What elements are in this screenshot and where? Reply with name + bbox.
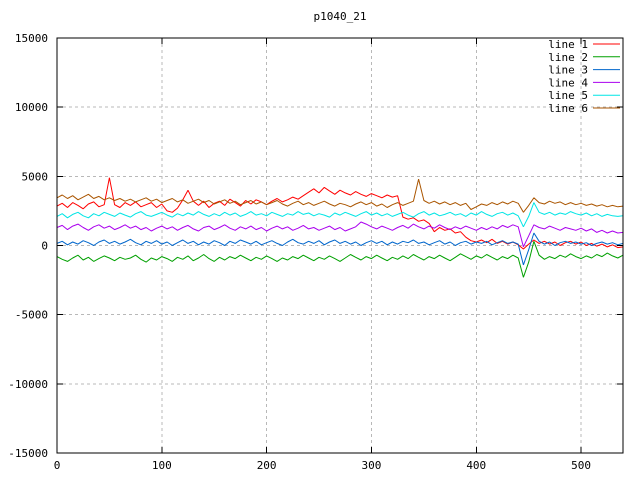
x-tick-label: 400 bbox=[466, 459, 486, 472]
x-tick-label: 500 bbox=[571, 459, 591, 472]
x-tick-label: 0 bbox=[54, 459, 61, 472]
y-tick-label: 10000 bbox=[15, 101, 48, 114]
legend-label: line 2 bbox=[548, 51, 588, 64]
series-line-5 bbox=[56, 202, 624, 228]
legend-label: line 3 bbox=[548, 64, 588, 77]
y-tick-label: 5000 bbox=[22, 170, 49, 183]
series-line-6 bbox=[56, 178, 624, 213]
x-tick-label: 300 bbox=[362, 459, 382, 472]
series-line-4 bbox=[56, 221, 624, 248]
series-line-1 bbox=[56, 177, 624, 250]
y-tick-label: -5000 bbox=[15, 309, 48, 322]
y-tick-label: -10000 bbox=[8, 378, 48, 391]
legend-label: line 4 bbox=[548, 76, 588, 89]
chart-title: p1040_21 bbox=[313, 10, 367, 23]
y-tick-label: 0 bbox=[41, 240, 48, 253]
series-line-2 bbox=[56, 241, 624, 278]
x-tick-label: 200 bbox=[257, 459, 277, 472]
legend-label: line 6 bbox=[548, 102, 588, 115]
y-tick-label: 15000 bbox=[15, 32, 48, 45]
legend-label: line 1 bbox=[548, 38, 588, 51]
y-tick-label: -15000 bbox=[8, 447, 48, 460]
x-tick-label: 100 bbox=[152, 459, 172, 472]
legend-label: line 5 bbox=[548, 89, 588, 102]
series-line-3 bbox=[56, 232, 624, 266]
